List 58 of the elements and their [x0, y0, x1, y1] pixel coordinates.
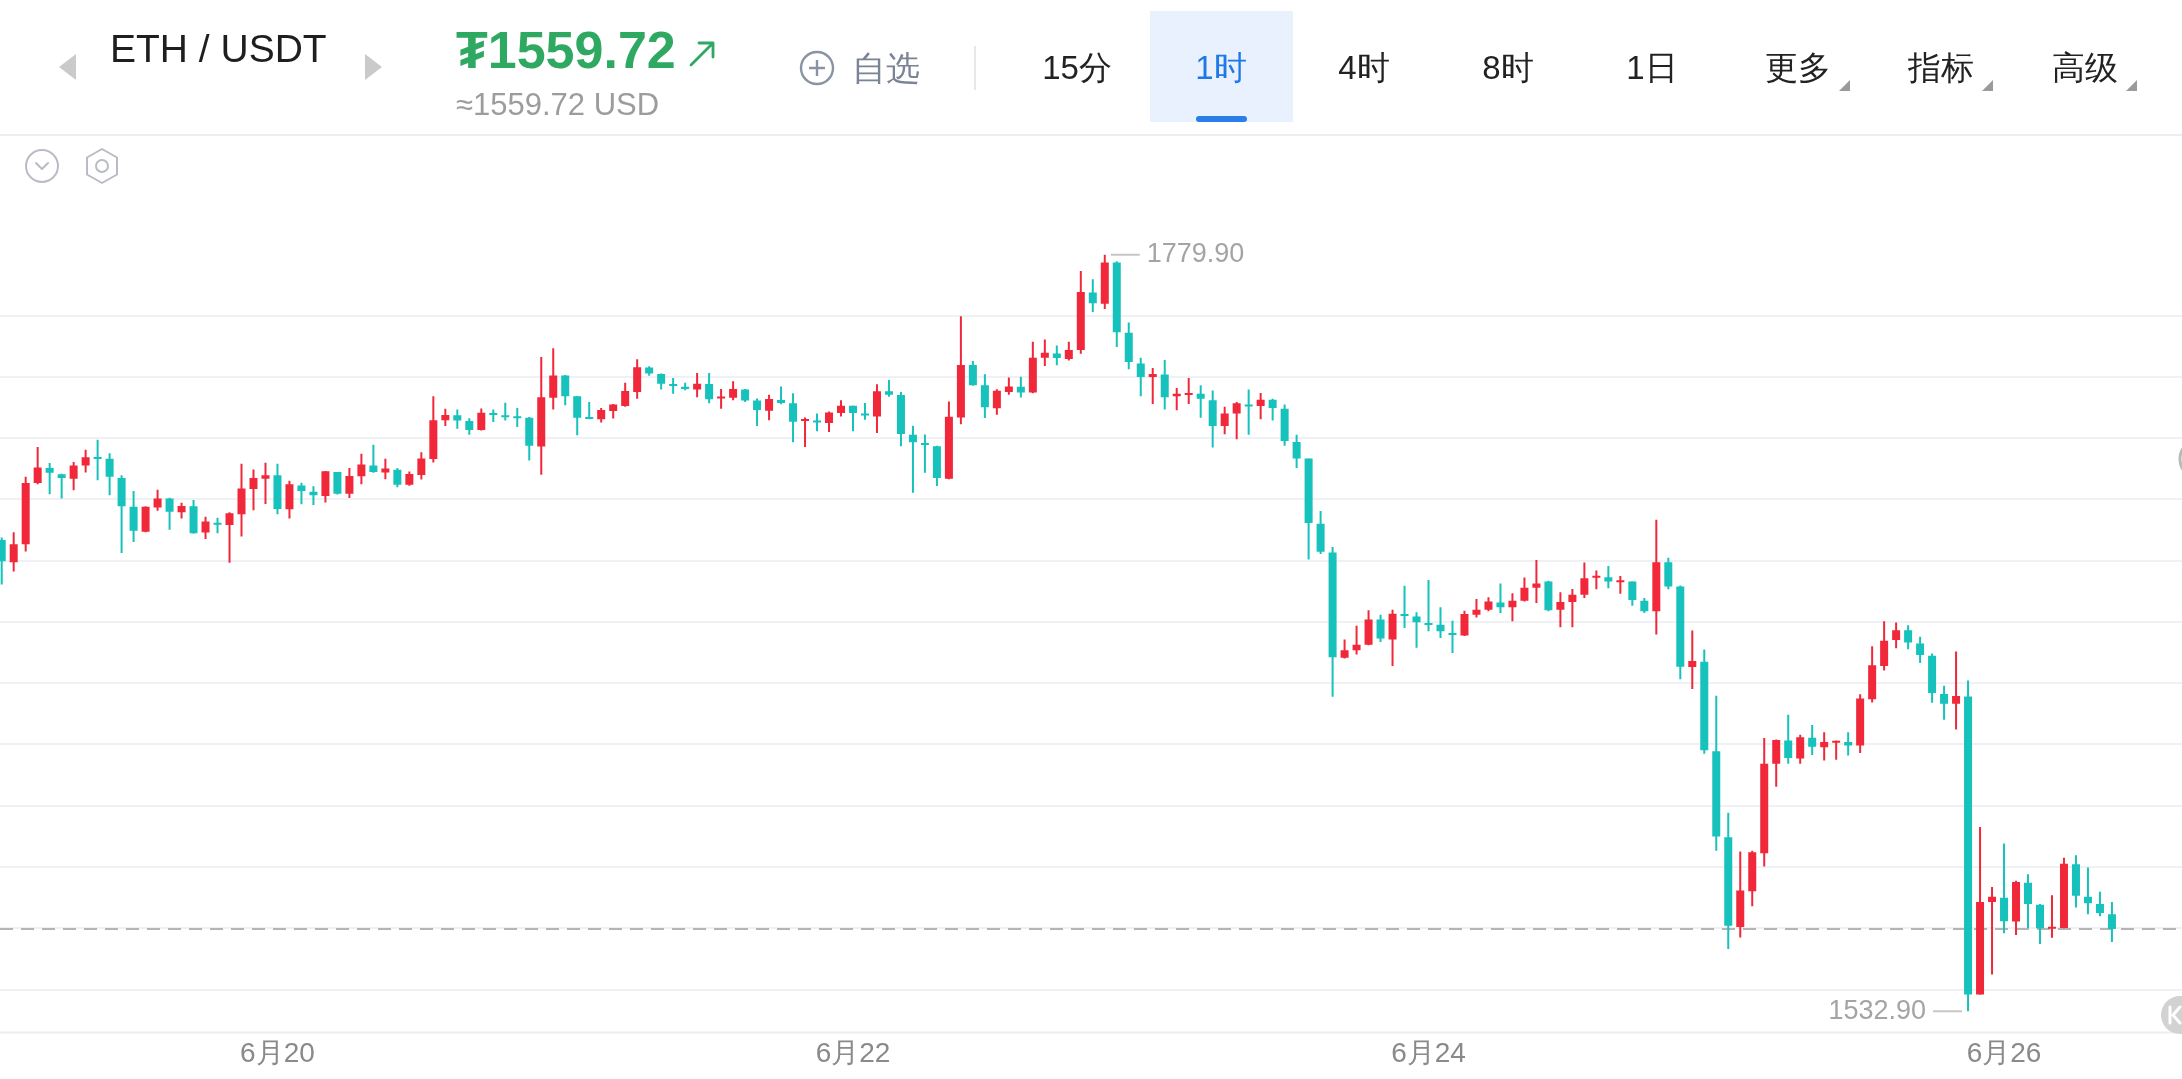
candlestick: [920, 434, 929, 473]
candlestick: [1688, 630, 1697, 690]
candlestick: [860, 403, 869, 420]
candlestick: [225, 512, 234, 563]
candlestick: [645, 366, 654, 376]
text: 1时: [1195, 48, 1247, 88]
candlestick: [1604, 565, 1613, 589]
candlestick: [1556, 592, 1565, 628]
x-tick-label: 6月24: [1391, 1036, 1466, 1068]
candlestick: [1412, 612, 1421, 648]
candlestick: [1448, 620, 1457, 653]
text: 15分: [1042, 48, 1112, 88]
x-tick-label: 6月20: [240, 1036, 315, 1068]
candlestick: [1004, 377, 1013, 395]
candlestick: [1616, 576, 1625, 594]
candlestick: [801, 417, 810, 448]
candlestick: [1952, 651, 1961, 730]
candlestick: [93, 439, 102, 481]
candlestick: [1988, 886, 1997, 975]
candlestick: [1496, 583, 1505, 614]
candlestick: [1532, 560, 1541, 603]
candlestick: [1832, 740, 1841, 760]
candlestick: [813, 413, 822, 432]
text: ≈1559.72 USD: [456, 85, 660, 123]
text: 自选: [852, 47, 920, 89]
candlestick: [1052, 345, 1061, 366]
candlestick: [717, 388, 726, 409]
annotation: 1779.90: [1146, 238, 1245, 269]
candlestick: [1184, 377, 1193, 404]
candlestick: [1244, 389, 1253, 435]
text: 高级: [2052, 48, 2118, 88]
text: ₮1559.72: [456, 20, 676, 81]
candlestick: [369, 444, 378, 473]
candlestick: [585, 402, 594, 420]
candlestick: [884, 380, 893, 397]
candlestick: [513, 407, 522, 427]
candlestick: [261, 462, 270, 505]
candlestick: [1196, 385, 1205, 418]
candlestick: [45, 463, 54, 495]
candlestick: [2047, 895, 2056, 938]
x-tick-label: 6月22: [815, 1036, 891, 1068]
text: 指标: [1908, 48, 1974, 88]
candlestick: [489, 409, 498, 422]
candlestick: [908, 425, 917, 493]
text: 4时: [1338, 48, 1390, 88]
chart-title: ETH / USDT: [110, 25, 327, 72]
candlestick: [1400, 585, 1409, 629]
candlestick: [1424, 580, 1433, 632]
text: 8时: [1482, 48, 1534, 88]
candlestick: [669, 377, 678, 394]
candlestick: [777, 386, 786, 405]
candlestick: [57, 473, 66, 499]
candlestick: [1148, 368, 1157, 404]
text: 1日: [1626, 48, 1678, 88]
text: 更多: [1765, 48, 1831, 88]
annotation: 1532.90: [1828, 994, 1927, 1025]
candlestick: [1592, 570, 1601, 590]
x-tick-label: 6月26: [1966, 1036, 2042, 1068]
